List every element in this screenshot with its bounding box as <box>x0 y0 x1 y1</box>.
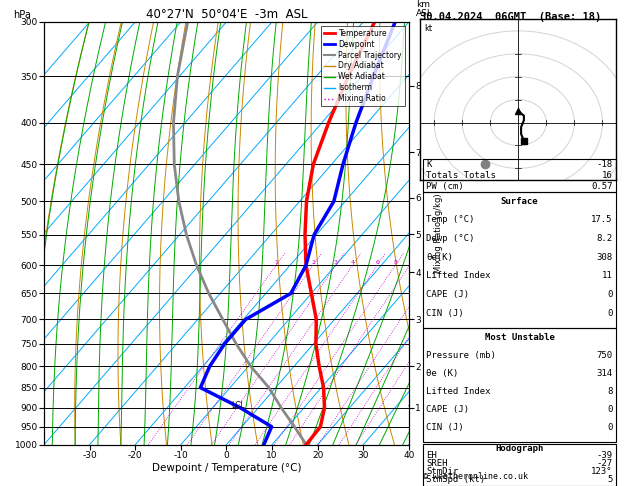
Text: PW (cm): PW (cm) <box>426 182 464 191</box>
Text: Hodograph: Hodograph <box>496 444 543 452</box>
Text: 123°: 123° <box>591 467 613 476</box>
Text: 0.57: 0.57 <box>591 182 613 191</box>
Text: K: K <box>426 160 432 169</box>
Text: CIN (J): CIN (J) <box>426 423 464 432</box>
Text: 8: 8 <box>393 260 397 265</box>
Text: 0: 0 <box>607 405 613 414</box>
Text: 17.5: 17.5 <box>591 215 613 225</box>
Text: © weatheronline.co.uk: © weatheronline.co.uk <box>423 472 528 481</box>
Text: 2: 2 <box>311 260 315 265</box>
Text: 0: 0 <box>607 423 613 432</box>
Text: 750: 750 <box>596 351 613 360</box>
Text: -18: -18 <box>596 160 613 169</box>
Text: 30.04.2024  06GMT  (Base: 18): 30.04.2024 06GMT (Base: 18) <box>420 12 601 22</box>
Text: Most Unstable: Most Unstable <box>484 332 555 342</box>
Text: Temp (°C): Temp (°C) <box>426 215 475 225</box>
Text: 1: 1 <box>274 260 278 265</box>
Text: 6: 6 <box>376 260 379 265</box>
Text: θe(K): θe(K) <box>426 253 454 262</box>
Legend: Temperature, Dewpoint, Parcel Trajectory, Dry Adiabat, Wet Adiabat, Isotherm, Mi: Temperature, Dewpoint, Parcel Trajectory… <box>321 26 405 106</box>
Text: Surface: Surface <box>501 197 538 206</box>
Text: km
ASL: km ASL <box>416 0 433 17</box>
Text: -39: -39 <box>596 451 613 460</box>
Text: 16: 16 <box>602 171 613 180</box>
Text: 8: 8 <box>607 387 613 396</box>
Text: Dewp (°C): Dewp (°C) <box>426 234 475 243</box>
Text: LCL: LCL <box>231 401 245 410</box>
Text: 11: 11 <box>602 271 613 280</box>
Text: CAPE (J): CAPE (J) <box>426 290 469 299</box>
Text: StmSpd (kt): StmSpd (kt) <box>426 475 486 484</box>
Text: EH: EH <box>426 451 437 460</box>
Text: Pressure (mb): Pressure (mb) <box>426 351 496 360</box>
Text: CAPE (J): CAPE (J) <box>426 405 469 414</box>
Text: 308: 308 <box>596 253 613 262</box>
Title: 40°27'N  50°04'E  -3m  ASL: 40°27'N 50°04'E -3m ASL <box>146 8 307 21</box>
Text: kt: kt <box>424 24 432 33</box>
Text: SREH: SREH <box>426 459 448 468</box>
Text: Lifted Index: Lifted Index <box>426 387 491 396</box>
Text: 4: 4 <box>351 260 355 265</box>
Text: θe (K): θe (K) <box>426 369 459 378</box>
Text: 0: 0 <box>607 290 613 299</box>
Text: Lifted Index: Lifted Index <box>426 271 491 280</box>
Text: 0: 0 <box>607 309 613 318</box>
Text: 3: 3 <box>334 260 338 265</box>
Text: Totals Totals: Totals Totals <box>426 171 496 180</box>
X-axis label: Dewpoint / Temperature (°C): Dewpoint / Temperature (°C) <box>152 463 301 473</box>
Text: 5: 5 <box>607 475 613 484</box>
Text: Mixing Ratio (g/kg): Mixing Ratio (g/kg) <box>433 193 443 273</box>
Text: 8.2: 8.2 <box>596 234 613 243</box>
Text: hPa: hPa <box>13 10 31 20</box>
Text: StmDir: StmDir <box>426 467 459 476</box>
Text: 314: 314 <box>596 369 613 378</box>
Text: CIN (J): CIN (J) <box>426 309 464 318</box>
Text: -27: -27 <box>596 459 613 468</box>
